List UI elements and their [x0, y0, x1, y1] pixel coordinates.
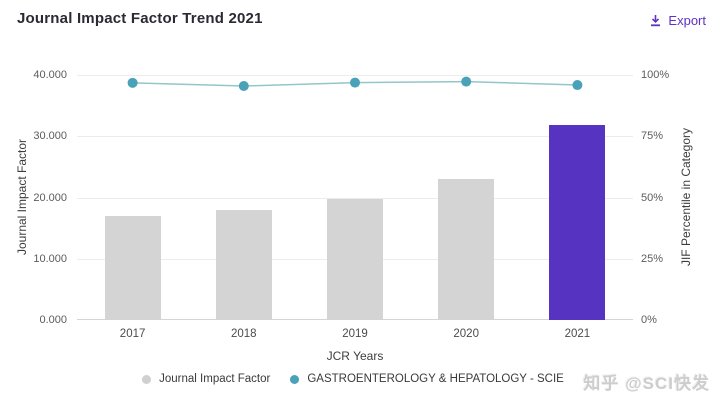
left-tick-label: 30.000 [33, 130, 67, 142]
gridline [77, 136, 633, 137]
right-tick-label: 100% [641, 69, 670, 81]
chart-legend: Journal Impact Factor GASTROENTEROLOGY & … [0, 373, 706, 385]
right-axis-ticks: 100% 75% 50% 25% 0% [641, 69, 696, 326]
bar-2020[interactable] [438, 178, 495, 320]
bar-2019[interactable] [327, 198, 383, 320]
legend-dot-icon [290, 374, 300, 384]
export-label: Export [668, 13, 706, 28]
percentile-dot-2017[interactable] [127, 77, 138, 88]
percentile-dot-2019[interactable] [350, 77, 360, 88]
left-tick-label: 10.000 [33, 253, 67, 265]
percentile-dot-2020[interactable] [461, 76, 472, 87]
right-tick-label: 50% [641, 192, 664, 204]
x-axis-labels: 2017 2018 2019 2020 2021 [77, 328, 633, 342]
legend-label: GASTROENTEROLOGY & HEPATOLOGY - SCIE [307, 373, 564, 385]
plot-area [77, 75, 633, 320]
legend-dot-icon [142, 374, 152, 384]
x-label-2018: 2018 [231, 328, 257, 340]
watermark: 知乎 @SCI快发 [583, 374, 710, 393]
gridline [77, 75, 633, 76]
export-button[interactable]: Export [649, 13, 706, 28]
left-tick-label: 40.000 [33, 69, 67, 81]
right-tick-label: 25% [641, 253, 664, 265]
bar-2021[interactable] [549, 125, 606, 320]
page-title: Journal Impact Factor Trend 2021 [17, 10, 263, 27]
right-tick-label: 0% [641, 314, 657, 326]
legend-item-category[interactable]: GASTROENTEROLOGY & HEPATOLOGY - SCIE [290, 373, 564, 385]
bar-2017[interactable] [104, 215, 161, 320]
bar-2018[interactable] [215, 210, 272, 320]
left-tick-label: 0.000 [39, 314, 67, 326]
legend-label: Journal Impact Factor [159, 373, 271, 385]
percentile-dot-2021[interactable] [572, 80, 583, 91]
right-tick-label: 75% [641, 130, 664, 142]
left-axis-ticks: 40.000 30.000 20.000 10.000 0.000 [0, 69, 72, 326]
x-label-2017: 2017 [119, 328, 146, 340]
percentile-line-layer [127, 76, 583, 92]
left-tick-label: 20.000 [33, 192, 67, 204]
gridline [77, 198, 633, 199]
x-axis-title: JCR Years [326, 349, 384, 363]
x-label-2020: 2020 [453, 328, 479, 340]
x-label-2021: 2021 [564, 328, 591, 340]
x-label-2019: 2019 [342, 328, 368, 340]
download-icon [651, 15, 661, 27]
legend-item-jif[interactable]: Journal Impact Factor [142, 373, 270, 385]
percentile-dot-2018[interactable] [238, 81, 249, 92]
